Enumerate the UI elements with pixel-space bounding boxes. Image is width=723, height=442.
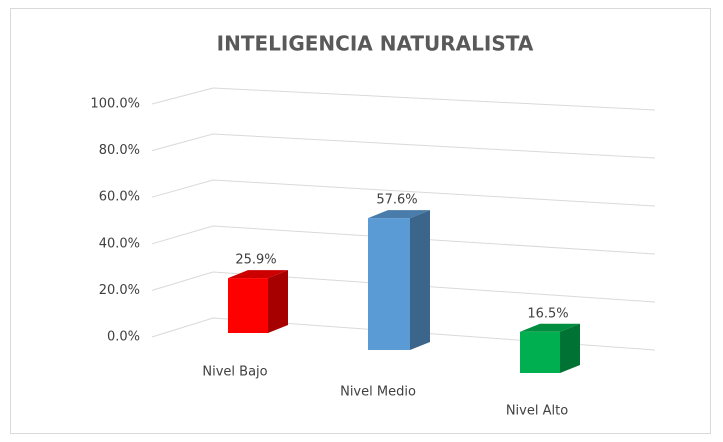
grid-line (151, 133, 656, 159)
bar-top (368, 210, 430, 219)
bar-side (268, 270, 288, 333)
x-tick-label: Nivel Medio (340, 385, 416, 400)
bar-top (520, 323, 580, 332)
data-label: 57.6% (376, 193, 417, 208)
grid-line (151, 179, 656, 207)
bar (368, 218, 410, 350)
y-tick-label: 100.0% (90, 97, 140, 112)
x-tick-label: Nivel Alto (506, 404, 568, 419)
y-tick-label: 0.0% (107, 330, 140, 345)
grid-line (151, 225, 656, 255)
grid-line (151, 271, 656, 303)
y-tick-label: 60.0% (99, 190, 140, 205)
y-tick-label: 80.0% (99, 143, 140, 158)
bar-side (560, 323, 580, 373)
grid-line (151, 317, 656, 351)
data-label: 16.5% (527, 306, 568, 321)
grid-line (151, 87, 656, 111)
bar-top (228, 270, 288, 279)
chart-title: INTELIGENCIA NATURALISTA (217, 32, 534, 56)
y-tick-label: 40.0% (99, 236, 140, 251)
y-tick-label: 20.0% (99, 283, 140, 298)
bar (520, 331, 560, 373)
bar (228, 278, 268, 333)
x-tick-label: Nivel Bajo (202, 365, 267, 380)
chart-border (10, 8, 711, 434)
data-label: 25.9% (235, 253, 276, 268)
bar-side (410, 210, 430, 350)
